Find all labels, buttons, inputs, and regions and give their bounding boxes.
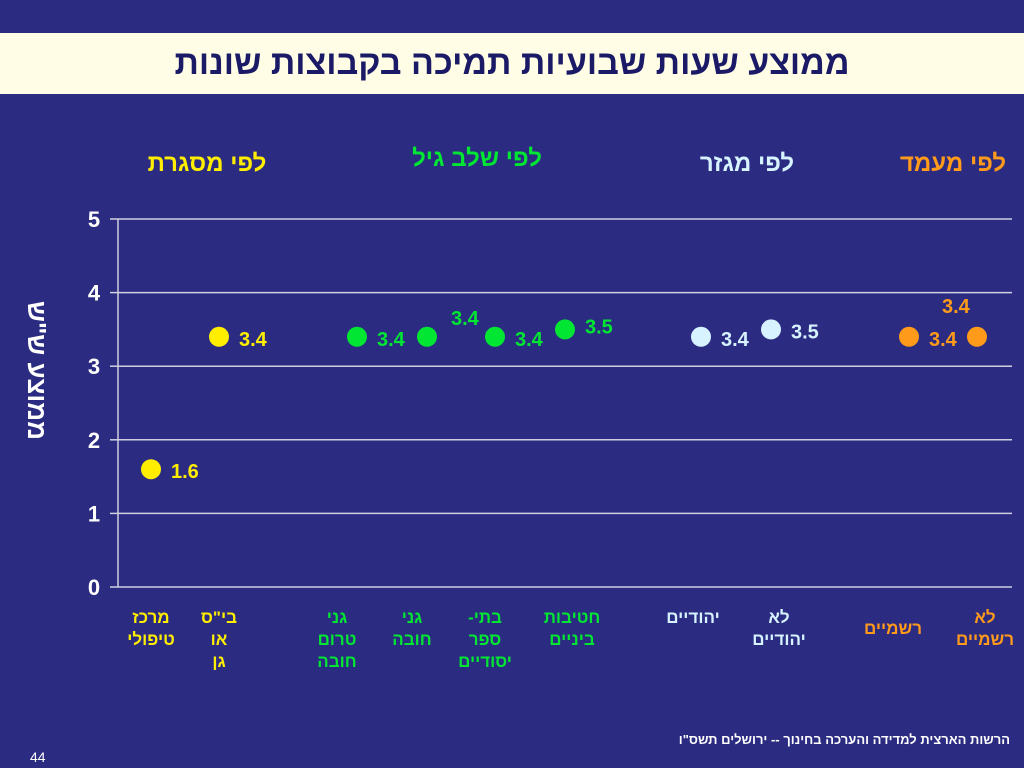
data-label: 3.4: [942, 296, 971, 318]
data-point: [347, 326, 367, 347]
data-point: [691, 326, 711, 347]
x-tick-label: לא יהודיים: [752, 608, 806, 649]
data-label: 3.5: [585, 316, 613, 338]
data-label: 1.6: [171, 461, 199, 483]
x-tick-label: בתי- ספר יסודיים: [458, 608, 512, 671]
x-tick-label: גני חובה: [392, 608, 432, 649]
data-point: [141, 459, 161, 480]
data-label: 3.4: [721, 329, 750, 351]
page-number: 44: [30, 749, 46, 765]
data-point: [417, 326, 437, 347]
group-label: לפי מסגרת: [147, 150, 267, 177]
group-label: לפי מגזר: [699, 150, 795, 177]
x-tick-label: חטיבות ביניים: [543, 608, 601, 649]
data-label: 3.4: [451, 308, 480, 330]
data-label: 3.4: [377, 329, 406, 351]
data-point: [209, 326, 229, 347]
data-label: 3.4: [239, 329, 268, 351]
y-tick-label: 4: [88, 281, 101, 306]
x-tick-label: לא רשמיים: [956, 608, 1014, 649]
slide-title: ממוצע שעות שבועיות תמיכה בקבוצות שונות: [174, 44, 850, 82]
data-point: [555, 319, 575, 340]
y-tick-label: 3: [88, 354, 100, 379]
data-point: [761, 319, 781, 340]
y-tick-label: 1: [88, 501, 100, 526]
x-tick-label: גני טרום חובה: [317, 608, 357, 671]
x-tick-label: רשמיים: [864, 619, 922, 638]
footer-source: הרשות הארצית למדידה והערכה בחינוך -- ירו…: [678, 732, 1010, 747]
data-label: 3.5: [791, 321, 819, 343]
x-tick-label: יהודיים: [666, 608, 720, 627]
x-tick-label: מרכז טיפולי: [127, 608, 175, 649]
y-tick-label: 5: [88, 207, 100, 232]
data-point: [485, 326, 505, 347]
group-label: לפי שלב גיל: [412, 145, 542, 172]
y-tick-label: 0: [88, 575, 100, 600]
group-label: לפי מעמד: [899, 150, 1007, 177]
data-point: [967, 326, 987, 347]
data-point: [899, 326, 919, 347]
y-tick-label: 2: [88, 428, 100, 453]
x-tick-label: בי"ס או גן: [201, 608, 237, 671]
data-label: 3.4: [929, 329, 958, 351]
title-bar: ממוצע שעות שבועיות תמיכה בקבוצות שונות: [0, 33, 1024, 94]
data-label: 3.4: [515, 329, 544, 351]
